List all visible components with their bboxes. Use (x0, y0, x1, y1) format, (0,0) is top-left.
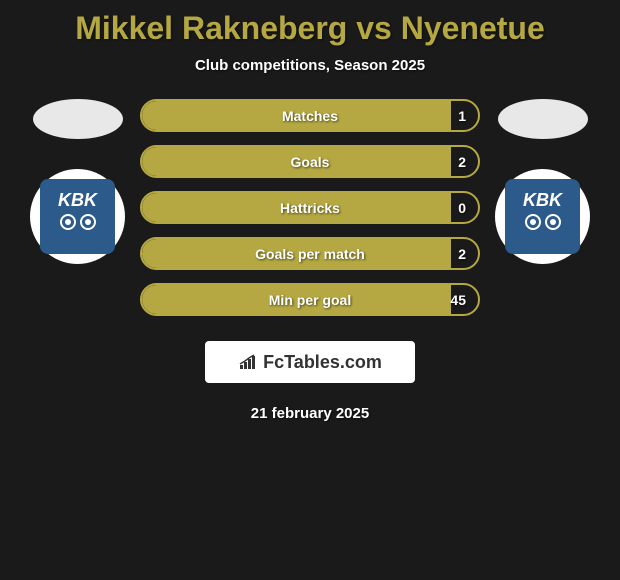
stat-bar: Hattricks 0 (140, 191, 480, 224)
stat-label: Matches (282, 108, 338, 124)
stat-value: 2 (458, 154, 466, 170)
comparison-subtitle: Club competitions, Season 2025 (0, 57, 620, 74)
stat-label: Hattricks (280, 200, 340, 216)
player-right-club-logo: KBK (495, 169, 590, 264)
player-left-club-logo: KBK (30, 169, 125, 264)
stat-value: 0 (458, 200, 466, 216)
main-area: KBK Matches 1 Goals 2 Hattricks 0 Goals per ma… (0, 99, 620, 316)
player-left-avatar (33, 99, 123, 139)
comparison-title: Mikkel Rakneberg vs Nyenetue (0, 10, 620, 47)
footer-brand-text: FcTables.com (263, 352, 382, 373)
stat-bar: Goals per match 2 (140, 237, 480, 270)
club-right-label: KBK (523, 190, 562, 211)
player-right-column: KBK (495, 99, 590, 264)
stat-label: Goals (291, 154, 330, 170)
stats-container: Matches 1 Goals 2 Hattricks 0 Goals per match 2… (140, 99, 480, 316)
stat-bar: Matches 1 (140, 99, 480, 132)
footer-brand-logo: FcTables.com (205, 341, 415, 383)
chart-icon (238, 353, 258, 371)
stat-value: 2 (458, 246, 466, 262)
player-left-column: KBK (30, 99, 125, 264)
club-left-label: KBK (58, 190, 97, 211)
comparison-date: 21 february 2025 (0, 405, 620, 422)
player-right-avatar (498, 99, 588, 139)
stat-bar: Min per goal 45 (140, 283, 480, 316)
stat-label: Min per goal (269, 292, 351, 308)
owl-icon (523, 214, 563, 244)
stat-value: 1 (458, 108, 466, 124)
stat-bar: Goals 2 (140, 145, 480, 178)
stat-label: Goals per match (255, 246, 365, 262)
stat-value: 45 (450, 292, 466, 308)
owl-icon (58, 214, 98, 244)
